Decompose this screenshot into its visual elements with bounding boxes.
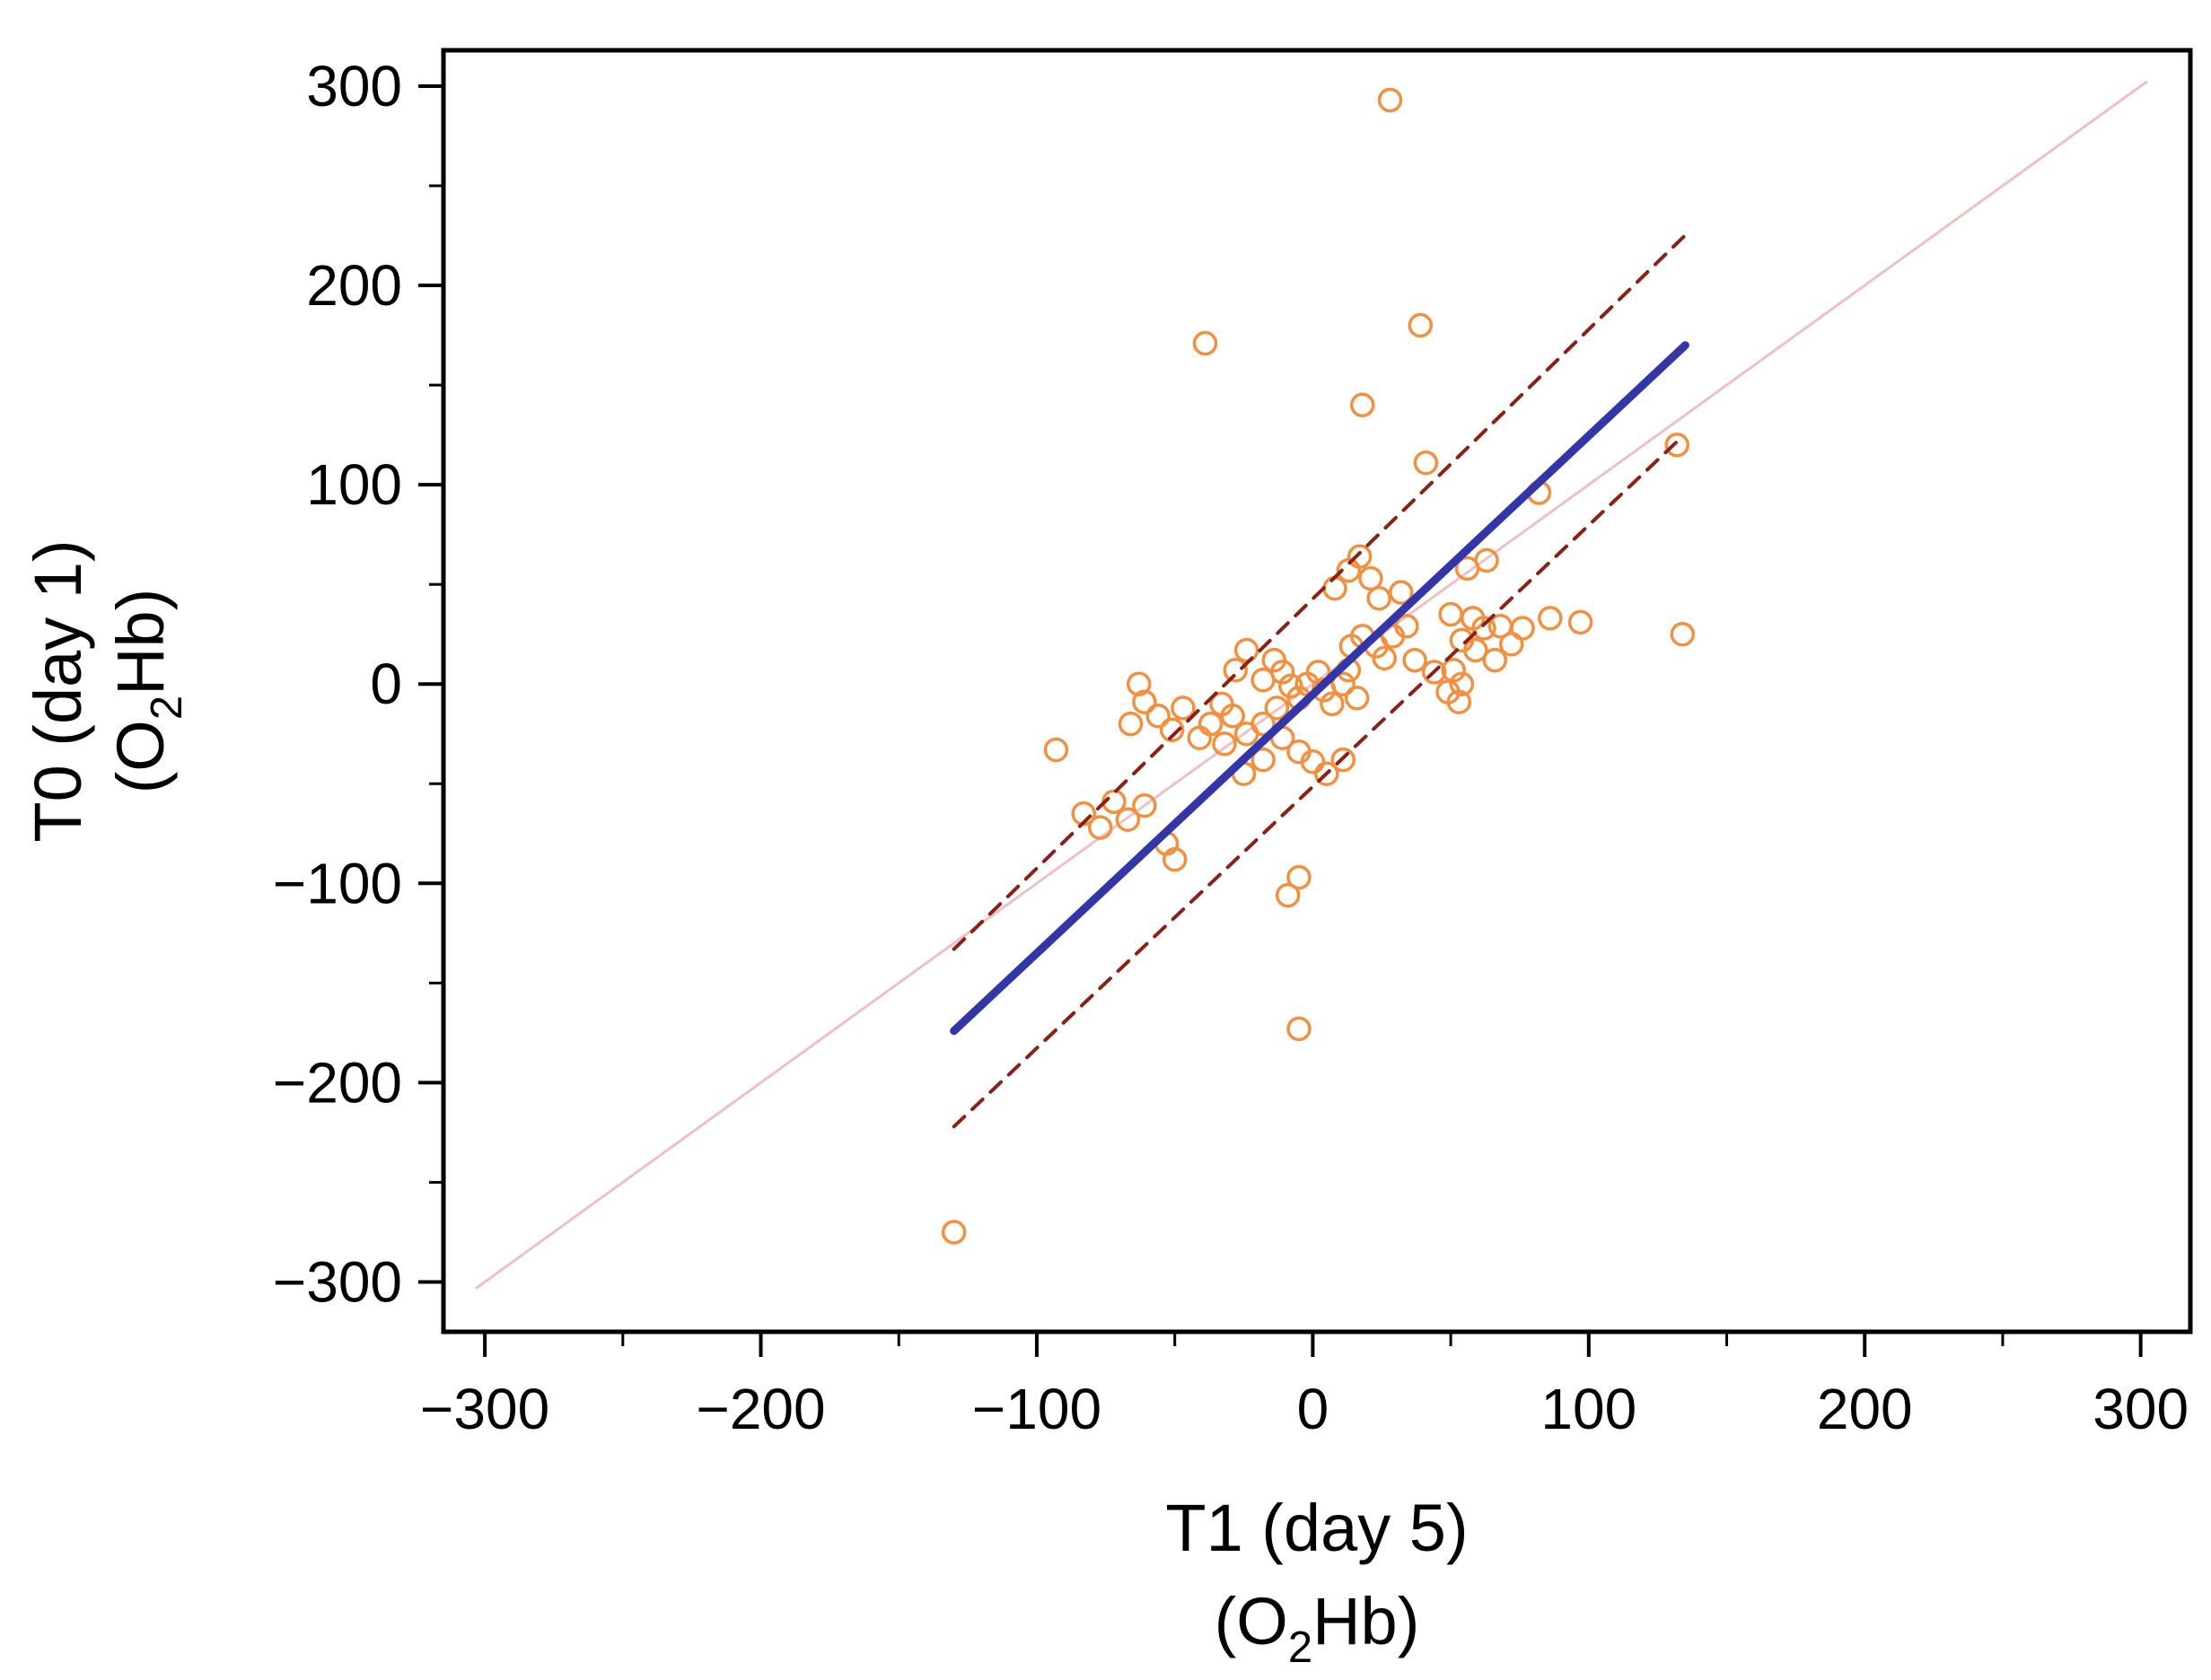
y-tick-label: −200 [273,1050,402,1115]
identity-line [475,81,2148,1290]
data-point [1358,565,1383,591]
data-point [1538,606,1563,631]
data-point [1463,637,1488,663]
data-point [1330,747,1356,773]
data-point [1223,657,1249,683]
data-point [1408,312,1434,338]
data-point [1275,882,1301,908]
data-point [1349,392,1375,418]
data-point [1043,737,1069,763]
data-point [1087,815,1113,840]
tick-marks [418,83,2143,1357]
data-point [1314,761,1339,786]
data-point [1471,616,1496,641]
x-axis-label-line2: (O2Hb) [1215,1584,1420,1672]
data-point [1664,432,1689,458]
data-point [1233,721,1259,747]
data-point [1438,601,1463,627]
x-tick-label: 0 [1297,1377,1329,1441]
data-point [1209,691,1234,717]
y-tick-label: 0 [370,652,402,716]
data-point [1394,614,1419,639]
data-point [1454,556,1480,582]
x-tick-label: −300 [420,1377,549,1441]
data-point [1118,711,1144,737]
y-tick-label: −100 [273,851,402,915]
regression-line [950,341,1689,1036]
data-point [1567,609,1593,635]
data-point [1132,689,1157,714]
data-point [1344,686,1370,711]
tick-labels: −300 −200 −100 0 100 200 300 −300 −200 −100 0 100 20… [273,54,2189,1441]
y-tick-label: 300 [306,54,402,118]
data-point [1336,557,1362,583]
data-point [1320,691,1345,717]
data-point [1305,660,1331,685]
data-point [1145,704,1171,729]
data-point [1482,647,1508,673]
data-point [1389,580,1414,605]
data-point [1421,660,1447,685]
data-point [1286,864,1312,890]
data-point [1300,749,1326,774]
data-point [1264,696,1290,721]
data-point [1198,711,1224,737]
data-point [1449,671,1475,696]
data-point [1132,792,1157,818]
data-point [1510,616,1535,641]
data-point [1192,330,1218,356]
data-point [1212,731,1237,757]
data-point [1446,689,1472,714]
y-tick-label: 100 [306,452,402,517]
data-point [1670,621,1696,647]
x-tick-label: −100 [972,1377,1101,1441]
data-point [941,1220,967,1245]
x-tick-label: 100 [1540,1377,1636,1441]
data-point [1366,585,1391,611]
data-point [1115,807,1141,832]
data-point [1377,87,1403,113]
data-point [1126,671,1152,696]
scatter-points [941,87,1696,1245]
data-point [1413,450,1439,476]
ci-lower-line [952,437,1682,1129]
data-point [1171,696,1196,721]
x-tick-label: −200 [696,1377,825,1441]
x-tick-label: 200 [1817,1377,1913,1441]
data-point [1402,647,1427,673]
y-axis-label-line1: T0 (day 1) [21,539,95,842]
ci-upper-line [952,227,1693,951]
y-tick-label: 200 [306,253,402,318]
y-tick-label: −300 [273,1249,402,1314]
data-point [1498,632,1524,657]
plot-frame [441,48,2193,1334]
data-point [1159,717,1185,743]
data-point [1347,544,1373,569]
data-point [1187,725,1213,750]
data-point [1250,747,1276,773]
data-point [1441,657,1466,683]
data-point [1286,1016,1312,1042]
data-point [1322,575,1347,601]
data-point [1233,637,1259,663]
data-point [1330,671,1356,696]
x-axis-label-line1: T1 (day 5) [1165,1491,1468,1565]
x-tick-label: 300 [2093,1377,2189,1441]
y-axis-label-line2: (O2Hb) [103,589,191,794]
data-point [1269,660,1295,685]
